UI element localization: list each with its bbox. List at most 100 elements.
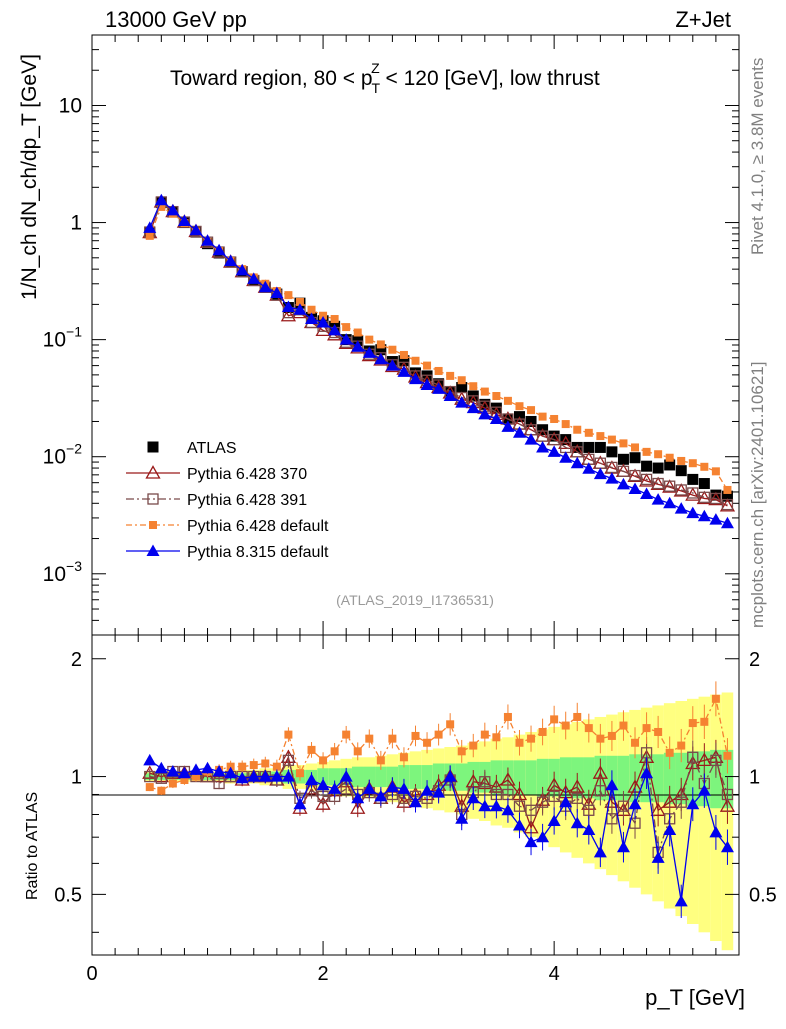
- x-tick-label: 4: [549, 963, 560, 985]
- pythia-6-428-370-point: [719, 498, 736, 512]
- pythia-8-315-default-point: [385, 359, 399, 371]
- pythia-6-428-default-point: [538, 412, 547, 421]
- pythia-6-428-default-point: [376, 340, 385, 349]
- pythia-6-428-391-point: [687, 487, 699, 499]
- pythia-8-315-default-ratio-point: [420, 784, 434, 796]
- pythia-8-315-default-point: [536, 440, 550, 453]
- pythia-6-428-default-point: [688, 459, 697, 468]
- ratio-tick-label-left: 0.5: [54, 884, 82, 906]
- atlas-point: [479, 398, 491, 410]
- pythia-6-428-default-ratio-point: [561, 721, 570, 730]
- band-inner: [583, 757, 595, 799]
- band-inner: [398, 765, 410, 789]
- pythia-6-428-default-ratio-point: [538, 727, 547, 736]
- pythia-8-315-default-ratio-point: [524, 835, 538, 848]
- pythia-8-315-default-point: [432, 382, 446, 394]
- pythia-6-428-default-ratio-point: [503, 712, 512, 721]
- pythia-6-428-default-ratio-point: [457, 747, 466, 756]
- band-inner: [328, 768, 341, 786]
- pythia-6-428-370-point: [627, 468, 643, 482]
- pythia-6-428-391-ratio-point: [548, 790, 560, 803]
- pythia-6-428-default-point: [388, 345, 397, 354]
- pythia-6-428-default-point: [469, 382, 478, 391]
- pythia-8-315-default-ratio-point: [536, 830, 550, 843]
- band-inner: [710, 749, 722, 809]
- ratio-tick-label-right: 1: [749, 767, 760, 789]
- pythia-6-428-default-point: [330, 315, 339, 324]
- band-inner: [513, 760, 526, 795]
- pythia-6-428-default-ratio-point: [492, 733, 501, 742]
- pythia-8-315-default-point: [293, 303, 307, 315]
- pythia-8-315-default-point: [201, 234, 215, 246]
- x-tick-label: 2: [318, 963, 329, 985]
- pythia-6-428-default-ratio-point: [573, 712, 582, 721]
- pythia-6-428-391-ratio-point: [513, 800, 526, 812]
- pythia-6-428-default-point: [411, 356, 420, 365]
- pythia-6-428-default-point: [700, 462, 709, 471]
- pythia-6-428-391-ratio-point: [479, 776, 491, 788]
- pythia-6-428-default-point: [573, 425, 582, 434]
- pythia-8-315-default-point: [593, 467, 607, 480]
- pythia-6-428-default-ratio-point: [423, 738, 432, 747]
- pythia-8-315-default-point: [189, 223, 203, 236]
- x-axis-label: p_T [GeV]: [645, 985, 745, 1010]
- pythia-6-428-default-ratio-point: [434, 730, 443, 739]
- band-inner: [536, 758, 549, 797]
- pythia-8-315-default-ratio-point: [489, 799, 503, 812]
- ratio-y-axis-label: Ratio to ATLAS: [24, 792, 41, 900]
- pythia-8-315-default-ratio-point: [305, 773, 319, 785]
- legend-marker-pythia-6-428-370: [145, 465, 161, 479]
- mcplots-source-label: mcplots.cern.ch [arXiv:2401.10621]: [748, 362, 767, 628]
- pythia-8-315-default-ratio-point: [328, 782, 342, 794]
- pythia-6-428-default-point: [503, 396, 512, 405]
- pythia-6-428-default-point: [423, 361, 432, 370]
- pythia-6-428-default-ratio-point: [677, 741, 686, 750]
- rivet-version-label: Rivet 4.1.0, ≥ 3.8M events: [748, 58, 767, 255]
- ratio-tick-label-right: 0.5: [749, 884, 777, 906]
- band-inner: [386, 766, 399, 788]
- pythia-8-315-default-point: [258, 280, 272, 293]
- pythia-6-428-default-ratio-point: [330, 747, 339, 756]
- pythia-6-428-370-ratio-point: [696, 752, 712, 767]
- pythia-6-428-default-ratio-point: [238, 762, 247, 771]
- pythia-8-315-default-point: [235, 263, 249, 276]
- pythia-8-315-default-ratio-point: [651, 851, 665, 863]
- pythia-6-428-default-point: [711, 467, 720, 476]
- pythia-8-315-default-ratio-point: [154, 761, 168, 774]
- y-tick-label: 1: [70, 212, 82, 235]
- pythia-6-428-370-point: [638, 473, 655, 487]
- pythia-8-315-default-ratio-point: [709, 825, 723, 838]
- y-tick-base: 10: [43, 446, 66, 469]
- pythia-8-315-default-point: [351, 340, 365, 352]
- band-inner: [617, 755, 630, 801]
- pythia-6-428-default-point: [654, 450, 663, 459]
- band-inner: [421, 765, 433, 789]
- pythia-8-315-default-ratio-point: [616, 840, 630, 853]
- band-inner: [409, 765, 422, 789]
- pythia-6-428-default-ratio-point: [295, 769, 304, 778]
- atlas-point: [629, 452, 641, 464]
- pythia-8-315-default-ratio-point: [674, 894, 688, 907]
- y-tick-base: 10: [43, 563, 66, 586]
- x-tick-label: 0: [86, 963, 97, 985]
- pythia-8-315-default-ratio-point: [663, 823, 677, 836]
- pythia-6-428-391-point: [548, 433, 560, 446]
- plot-title-pre: Toward region, 80 < p: [170, 67, 373, 90]
- band-inner: [455, 763, 468, 791]
- pythia-6-428-370-point: [315, 322, 331, 337]
- y-axis-label: 1/N_ch dN_ch/dp_T [GeV]: [18, 54, 41, 300]
- pythia-6-428-default-ratio-point: [353, 747, 362, 756]
- pythia-8-315-default-point: [501, 420, 515, 432]
- pythia-8-315-default-ratio-point: [628, 797, 642, 810]
- atlas-point: [375, 344, 387, 356]
- pythia-8-315-default-point: [443, 389, 457, 402]
- pythia-8-315-default-point: [674, 502, 688, 514]
- pythia-6-428-default-point: [550, 414, 559, 423]
- atlas-point: [675, 465, 687, 477]
- pythia-8-315-default-point: [559, 451, 573, 463]
- pythia-6-428-default-point: [492, 392, 501, 401]
- pythia-8-315-default-ratio-point: [374, 789, 388, 802]
- pythia-8-315-default-ratio-point: [559, 795, 573, 808]
- pythia-6-428-391-ratio-point: [155, 772, 167, 784]
- pythia-6-428-default-ratio-point: [469, 741, 478, 750]
